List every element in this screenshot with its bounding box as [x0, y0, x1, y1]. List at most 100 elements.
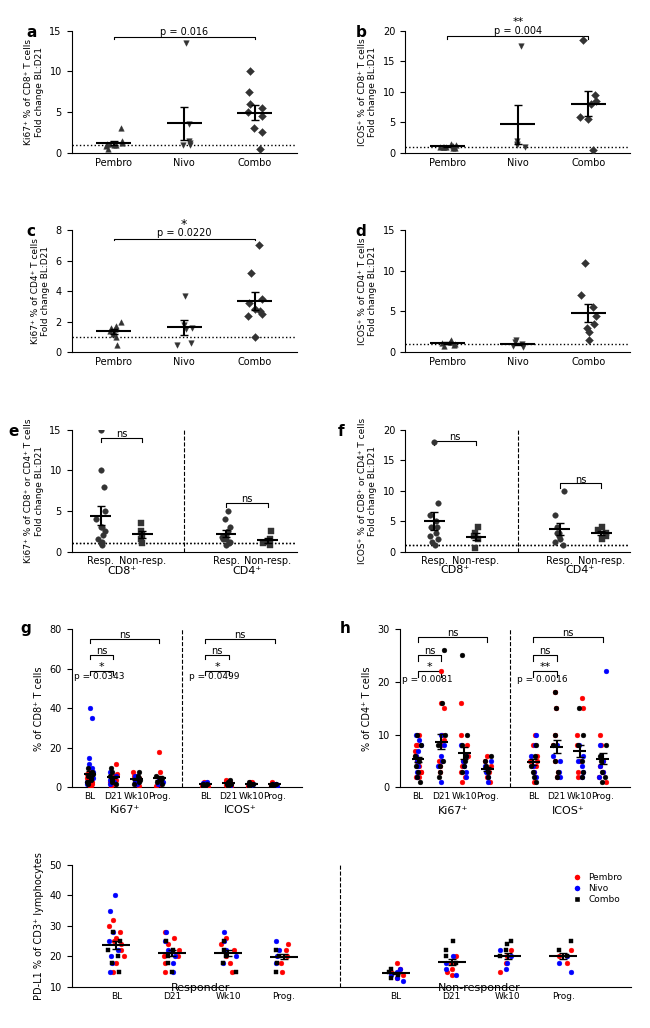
Point	[442, 948, 452, 964]
Point	[130, 769, 140, 785]
Point	[430, 513, 440, 529]
Text: Ki67⁺: Ki67⁺	[437, 806, 468, 816]
Point	[256, 305, 266, 322]
Point	[270, 775, 280, 792]
Point	[226, 771, 236, 787]
Point	[410, 758, 421, 774]
Point	[552, 507, 563, 523]
Point	[552, 737, 563, 754]
Point	[170, 954, 181, 970]
Point	[229, 930, 240, 947]
Point	[179, 137, 189, 153]
Text: f: f	[337, 424, 344, 439]
Point	[439, 732, 449, 748]
Text: e: e	[8, 424, 19, 439]
Point	[461, 747, 471, 764]
Point	[458, 737, 469, 754]
Point	[162, 937, 173, 953]
Point	[105, 141, 116, 157]
Point	[430, 519, 441, 536]
Point	[109, 773, 119, 790]
Point	[551, 954, 561, 970]
Point	[153, 771, 164, 787]
Point	[435, 727, 445, 743]
Text: b: b	[356, 25, 367, 40]
Point	[415, 764, 426, 780]
Point	[428, 434, 439, 450]
Point	[438, 948, 448, 964]
Point	[439, 695, 450, 711]
Point	[448, 336, 458, 353]
Point	[216, 531, 227, 548]
Point	[462, 758, 472, 774]
Point	[575, 700, 586, 717]
Point	[456, 752, 466, 769]
Point	[481, 764, 491, 780]
Point	[505, 139, 515, 155]
Point	[437, 663, 448, 680]
Point	[254, 83, 265, 100]
Point	[87, 749, 98, 766]
Point	[600, 528, 610, 545]
Point	[247, 776, 257, 793]
Point	[230, 948, 240, 964]
Point	[171, 137, 181, 153]
Point	[223, 948, 233, 964]
Point	[459, 764, 469, 780]
Point	[223, 503, 233, 519]
Point	[160, 933, 170, 950]
Point	[283, 937, 294, 953]
Point	[91, 519, 101, 536]
Point	[86, 769, 97, 785]
Point	[480, 752, 491, 769]
Point	[155, 777, 166, 794]
Point	[103, 135, 114, 151]
Point	[383, 966, 393, 983]
Text: **: **	[512, 16, 523, 27]
Point	[111, 329, 121, 345]
Point	[277, 933, 287, 950]
Text: a: a	[27, 25, 37, 40]
Point	[250, 776, 260, 793]
Point	[528, 747, 539, 764]
Point	[413, 769, 423, 785]
Point	[432, 507, 443, 523]
Point	[198, 776, 208, 793]
Point	[186, 336, 196, 353]
Point	[549, 727, 559, 743]
Point	[549, 764, 560, 780]
Y-axis label: ICOS⁺ % of CD4⁺ T cells
Fold change BL:D21: ICOS⁺ % of CD4⁺ T cells Fold change BL:D…	[358, 237, 378, 345]
Point	[484, 769, 494, 785]
Point	[170, 948, 181, 964]
Point	[202, 776, 213, 793]
Point	[439, 963, 450, 980]
Point	[278, 963, 289, 980]
Point	[226, 519, 236, 536]
Text: ns: ns	[575, 475, 586, 484]
Point	[432, 737, 443, 754]
Point	[88, 769, 99, 785]
Point	[583, 324, 593, 340]
Point	[434, 758, 444, 774]
Point	[272, 775, 283, 792]
Point	[552, 752, 562, 769]
Point	[220, 963, 231, 980]
Point	[198, 773, 209, 790]
Legend: Pembro, Nivo, Combo: Pembro, Nivo, Combo	[565, 870, 626, 908]
Point	[447, 948, 458, 964]
Point	[225, 776, 235, 793]
Point	[584, 111, 594, 127]
Point	[530, 727, 541, 743]
Point	[270, 775, 280, 792]
Point	[410, 752, 420, 769]
Point	[203, 777, 214, 794]
Point	[481, 774, 491, 791]
Point	[588, 96, 598, 112]
Point	[574, 769, 584, 785]
Point	[459, 769, 469, 785]
Point	[222, 534, 233, 550]
Point	[134, 515, 144, 531]
Text: ns: ns	[119, 630, 130, 640]
Point	[135, 764, 145, 780]
Point	[594, 727, 604, 743]
